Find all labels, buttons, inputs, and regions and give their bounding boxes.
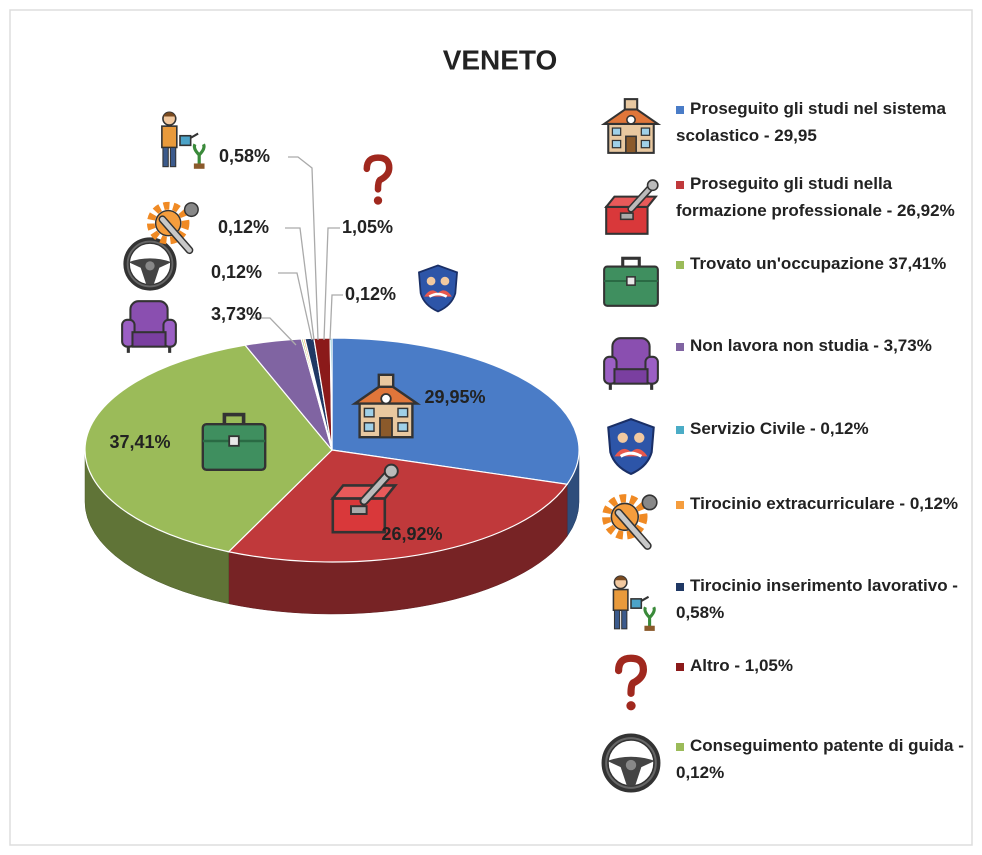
legend-entry: Trovato un'occupazione 37,41% (676, 250, 966, 277)
slice-icon (120, 299, 178, 355)
data-label: 0,12% (345, 284, 396, 304)
legend-swatch (676, 342, 684, 351)
slice (227, 449, 569, 563)
data-label: 0,58% (219, 146, 270, 166)
leader-line (278, 272, 313, 341)
legend-swatch (676, 425, 684, 434)
legend-entry: Conseguimento patente di guida - 0,12% (676, 732, 966, 786)
legend-label: Tirocinio extracurriculare - 0,12% (690, 494, 959, 513)
legend-label: Altro - 1,05% (690, 656, 793, 675)
legend-entry: Servizio Civile - 0,12% (676, 415, 966, 442)
legend-entry: Tirocinio extracurriculare - 0,12% (676, 490, 966, 517)
legend-label: Proseguito gli studi nella formazione pr… (676, 174, 955, 220)
legend-icon (602, 336, 660, 392)
legend-entry: Non lavora non studia - 3,73% (676, 332, 966, 359)
chart-title: VENETO (443, 44, 558, 75)
leader-line (285, 227, 315, 341)
data-label: 37,41% (109, 432, 170, 452)
legend-label: Tirocinio inserimento lavorativo - 0,58% (676, 576, 958, 622)
legend-label: Proseguito gli studi nel sistema scolast… (676, 99, 946, 145)
legend-swatch (676, 260, 684, 269)
legend-swatch (676, 662, 684, 671)
legend-label: Non lavora non studia - 3,73% (690, 336, 932, 355)
data-label: 1,05% (342, 217, 393, 237)
legend-swatch (676, 582, 684, 591)
legend-swatch (676, 500, 684, 509)
legend-swatch (676, 105, 684, 114)
legend-entry: Proseguito gli studi nel sistema scolast… (676, 95, 966, 149)
legend-label: Conseguimento patente di guida - 0,12% (676, 736, 964, 782)
legend-swatch (676, 180, 684, 189)
legend-entry: Tirocinio inserimento lavorativo - 0,58% (676, 572, 966, 626)
legend-entry: Altro - 1,05% (676, 652, 966, 679)
data-label: 0,12% (211, 262, 262, 282)
legend-label: Servizio Civile - 0,12% (690, 419, 869, 438)
leader-line (323, 227, 340, 341)
legend-entry: Proseguito gli studi nella formazione pr… (676, 170, 966, 224)
legend-swatch (676, 742, 684, 751)
data-label: 29,95% (424, 387, 485, 407)
leader-line (252, 317, 297, 346)
leader-line (329, 294, 343, 341)
leader-line (288, 156, 319, 341)
data-label: 26,92% (381, 524, 442, 544)
data-label: 0,12% (218, 217, 269, 237)
legend-label: Trovato un'occupazione 37,41% (690, 254, 947, 273)
data-label: 3,73% (211, 304, 262, 324)
